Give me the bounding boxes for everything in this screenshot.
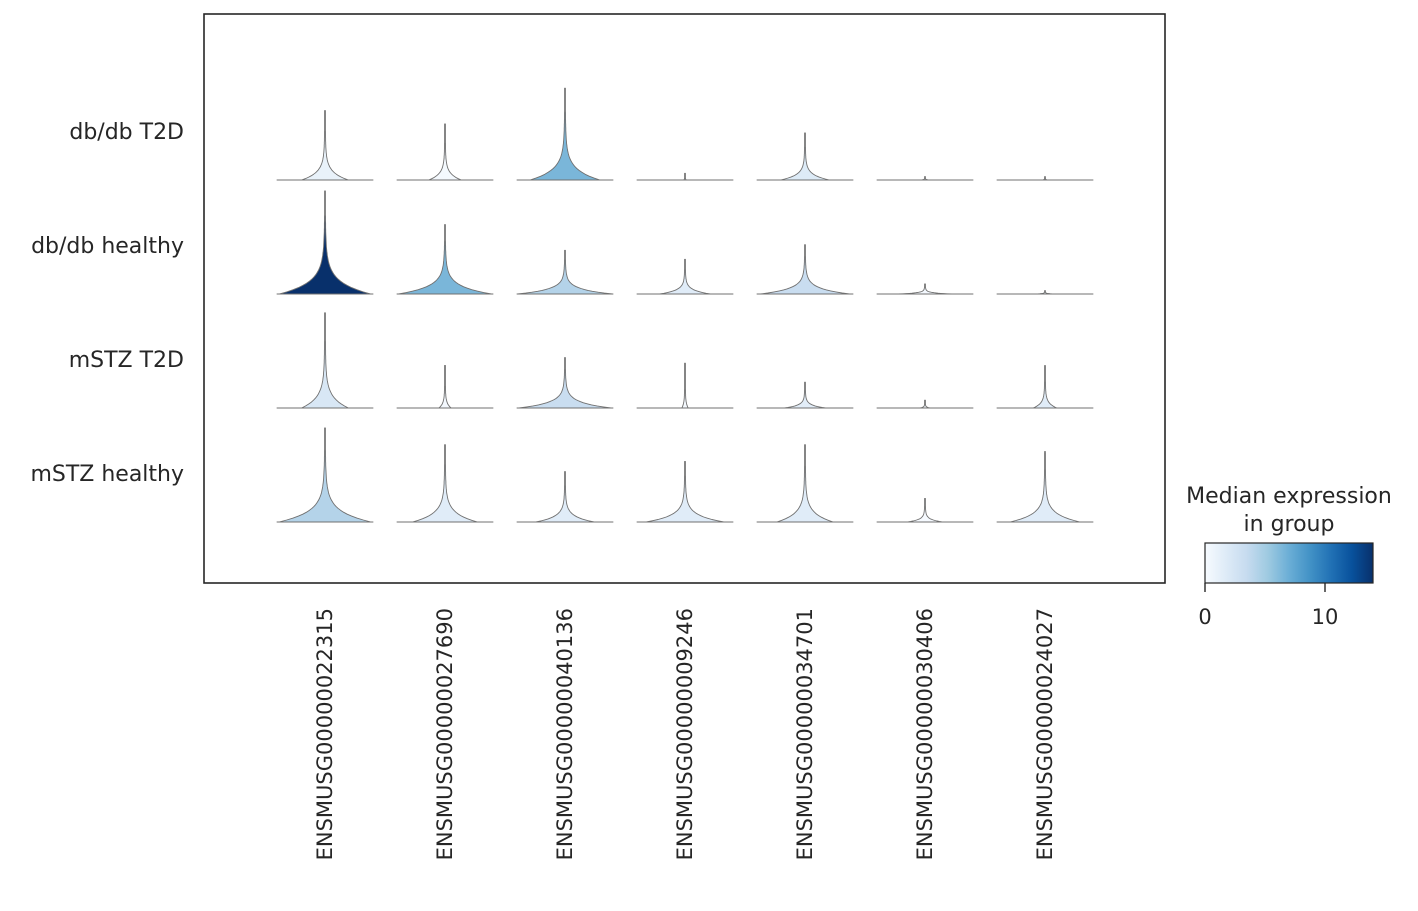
row-label-1: db/db T2D: [69, 120, 184, 145]
violin-2-6: [876, 283, 974, 295]
colorbar-tick-label-1: 0: [1198, 605, 1211, 629]
violin-4-3: [516, 471, 614, 523]
column-label-3: ENSMUSG00000040136: [553, 608, 577, 860]
colorbar-title-line1: Median expression: [1186, 484, 1392, 509]
violin-4-7: [996, 450, 1094, 523]
violin-2-1: [276, 190, 374, 295]
column-label-6: ENSMUSG00000030406: [913, 608, 937, 860]
violin-4-1: [276, 427, 374, 523]
row-label-3: mSTZ T2D: [69, 348, 184, 373]
column-label-1: ENSMUSG00000022315: [313, 608, 337, 860]
column-label-2: ENSMUSG00000027690: [433, 608, 457, 860]
violin-layer: [276, 87, 1094, 523]
colorbar-title-line2: in group: [1244, 512, 1335, 537]
violin-1-6: [876, 176, 974, 181]
violin-2-5: [756, 244, 854, 295]
violin-3-2: [396, 364, 494, 409]
column-labels: ENSMUSG00000022315 ENSMUSG00000027690 ENSM…: [313, 608, 1057, 860]
violin-4-4: [636, 461, 734, 523]
violin-1-1: [276, 110, 374, 181]
violin-4-2: [396, 444, 494, 523]
violin-3-4: [636, 362, 734, 409]
row-label-4: mSTZ healthy: [30, 462, 184, 487]
violin-4-5: [756, 444, 854, 523]
violin-1-7: [996, 176, 1094, 181]
violin-2-2: [396, 224, 494, 295]
colorbar: Median expression in group 0 10: [1186, 484, 1392, 629]
colorbar-tick-label-2: 10: [1312, 605, 1339, 629]
violin-1-2: [396, 123, 494, 181]
violin-2-4: [636, 258, 734, 295]
violin-1-5: [756, 132, 854, 181]
row-labels: db/db T2D db/db healthy mSTZ T2D mSTZ healt…: [30, 120, 184, 487]
violin-3-5: [756, 381, 854, 409]
colorbar-gradient: [1204, 542, 1374, 584]
violin-3-1: [276, 312, 374, 409]
violin-3-6: [876, 399, 974, 409]
violin-3-7: [996, 364, 1094, 409]
column-label-5: ENSMUSG00000034701: [793, 608, 817, 860]
violin-3-3: [516, 357, 614, 409]
colorbar-ticks: 0 10: [1198, 583, 1338, 629]
row-label-2: db/db healthy: [31, 234, 184, 259]
violin-1-4: [636, 172, 734, 181]
column-label-4: ENSMUSG00000009246: [673, 608, 697, 860]
violin-2-7: [996, 290, 1094, 295]
violin-2-3: [516, 249, 614, 295]
column-label-7: ENSMUSG00000024027: [1033, 608, 1057, 860]
plot-frame: [203, 13, 1166, 584]
violin-4-6: [876, 498, 974, 523]
violin-1-3: [516, 87, 614, 181]
